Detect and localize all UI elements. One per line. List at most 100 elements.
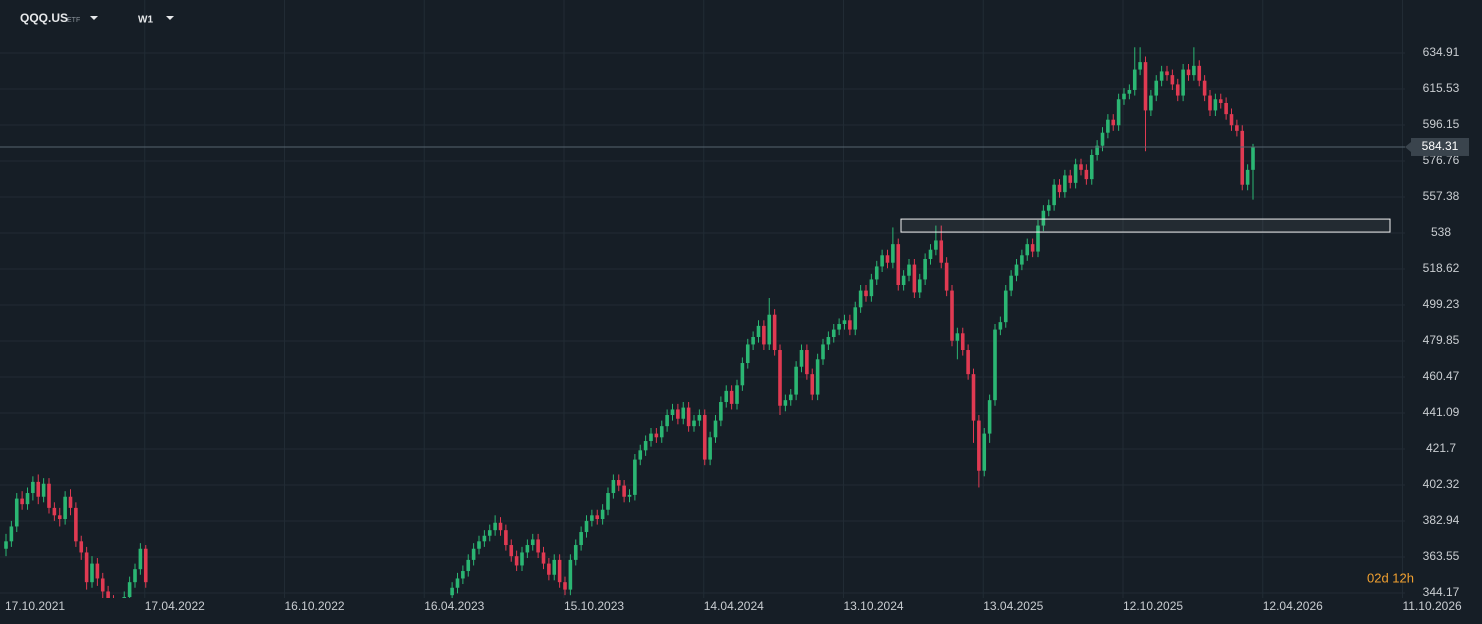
dropdown-arrow[interactable] [166, 16, 174, 20]
candle-body [47, 483, 51, 508]
candle-body [783, 400, 788, 406]
candle-body [1202, 80, 1207, 96]
candle-body [815, 359, 820, 395]
candle-body [649, 433, 653, 442]
candle-body [1106, 119, 1110, 133]
candle-body [611, 480, 616, 494]
dropdown-arrow[interactable] [90, 16, 98, 20]
candle-body [756, 325, 761, 338]
candle-body [923, 259, 927, 280]
candle-body [1165, 71, 1169, 76]
candle-body [122, 597, 127, 598]
candle-body [907, 264, 911, 276]
x-tick-label: 12.10.2025 [1123, 599, 1183, 613]
candle-body [90, 563, 94, 583]
candle-body [41, 483, 46, 497]
candle-body [966, 350, 970, 375]
x-tick-label: 11.10.2026 [1403, 599, 1462, 613]
candle-body [584, 520, 589, 533]
candle-body [772, 314, 777, 351]
candle-body [563, 582, 567, 590]
candle-body [1192, 65, 1196, 76]
y-tick-label: 557.38 [1423, 189, 1460, 203]
candle-body [1245, 169, 1250, 185]
candle-body [837, 324, 841, 330]
candle-body [573, 545, 578, 560]
candle-body [810, 374, 815, 395]
candle-body [891, 244, 895, 263]
y-tick-label: 518.62 [1423, 261, 1460, 275]
candle-body [1218, 99, 1223, 103]
candle-body [713, 420, 718, 438]
candle-body [471, 548, 476, 560]
candle-body [509, 545, 514, 557]
candle-body [885, 255, 890, 263]
candle-body [1149, 95, 1153, 111]
candle-body [831, 329, 836, 338]
candle-body [654, 433, 659, 438]
candle-body [1100, 132, 1105, 146]
candle-body [702, 415, 707, 460]
candle-body [1170, 75, 1175, 85]
candle-body [9, 526, 14, 542]
candle-body [735, 385, 739, 404]
candle-body [482, 535, 487, 542]
x-tick-label: 12.04.2026 [1263, 599, 1323, 613]
candle-body [14, 498, 19, 527]
symbol[interactable]: QQQ.US [20, 11, 68, 25]
y-tick-label: 421.7 [1426, 441, 1456, 455]
candle-body [740, 363, 745, 386]
candle-body [686, 407, 691, 427]
candle-body [1229, 114, 1234, 126]
candle-body [541, 552, 546, 564]
candle-body [1052, 184, 1056, 206]
candle-body [1014, 264, 1019, 276]
candle-body [117, 604, 121, 610]
x-tick-label: 16.10.2022 [285, 599, 345, 613]
candle-body [1025, 244, 1030, 256]
candle-body [514, 556, 519, 566]
candle-body [762, 325, 766, 345]
candle-body [745, 344, 750, 364]
y-tick-label: 615.53 [1423, 81, 1460, 95]
candle-body [133, 569, 137, 583]
candle-body [487, 530, 492, 536]
candle-body [1240, 130, 1245, 185]
candle-body [74, 507, 78, 542]
candle-body [504, 530, 508, 546]
header[interactable]: QQQ.US ETF W1 [20, 11, 174, 26]
candle-body [987, 400, 992, 434]
candle-body [633, 459, 637, 495]
candle-body [493, 522, 497, 531]
candle-body [95, 563, 100, 579]
candle-body [643, 441, 648, 451]
y-tick-label: 344.17 [1423, 585, 1460, 599]
candle-body [788, 394, 793, 401]
candle-body [880, 255, 884, 267]
candle-body [778, 350, 782, 406]
candle-body [729, 390, 734, 404]
candle-body [928, 249, 933, 260]
candle-body [1208, 95, 1212, 111]
candle-body [455, 578, 460, 588]
candle-body [595, 515, 600, 520]
candle-body [944, 262, 949, 291]
axes: 344.17 363.55 382.94 402.32 421.7 441.09 460.4… [5, 45, 1469, 613]
candle-body [901, 275, 906, 286]
candle-body [622, 485, 626, 497]
candle-body [993, 329, 997, 401]
candle-body [466, 559, 471, 572]
candle-body [805, 350, 809, 375]
countdown: 02d 12h [1367, 570, 1414, 585]
candle-body [917, 279, 922, 293]
candle-body [627, 494, 632, 497]
y-tick-label: 363.55 [1423, 549, 1460, 563]
last-price-label: 584.31 [1422, 139, 1459, 153]
candle-body [692, 420, 696, 427]
candle-body [1132, 69, 1137, 90]
candle-body [853, 307, 858, 330]
candle-body [799, 350, 804, 367]
interval[interactable]: W1 [138, 15, 153, 26]
